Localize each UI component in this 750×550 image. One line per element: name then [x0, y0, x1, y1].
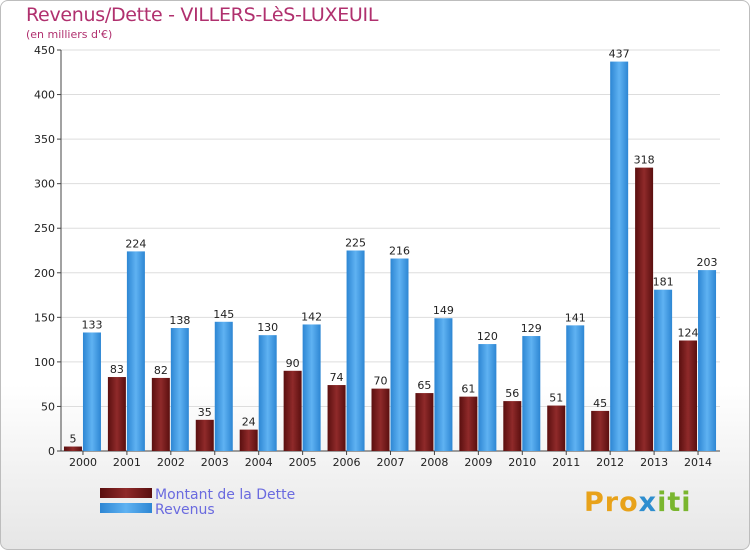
debt-bar — [371, 388, 390, 451]
revenue-bar — [654, 289, 673, 451]
value-label: 61 — [461, 383, 475, 396]
debt-bar — [195, 419, 214, 451]
x-tick-label: 2000 — [69, 456, 97, 469]
proxiti-logo: Proxiti — [584, 487, 692, 518]
x-tick-label: 2014 — [684, 456, 712, 469]
debt-bar — [63, 446, 82, 451]
y-tick-label: 50 — [41, 400, 55, 413]
debt-bar — [283, 370, 302, 451]
revenue-bar — [214, 321, 233, 451]
revenue-bar — [126, 251, 145, 451]
x-tick-label: 2001 — [113, 456, 141, 469]
x-tick-label: 2011 — [552, 456, 580, 469]
value-label: 203 — [697, 256, 718, 269]
value-label: 56 — [505, 387, 519, 400]
debt-bar-legend-swatch — [100, 488, 152, 498]
revenue-bar — [434, 318, 453, 451]
value-label: 65 — [417, 379, 431, 392]
value-label: 124 — [678, 327, 699, 340]
revenue-bar — [390, 258, 409, 451]
y-tick-label: 200 — [34, 267, 55, 280]
value-label: 82 — [154, 364, 168, 377]
y-tick-label: 100 — [34, 356, 55, 369]
x-tick-label: 2004 — [245, 456, 273, 469]
y-tick-label: 150 — [34, 311, 55, 324]
value-label: 318 — [634, 154, 655, 167]
y-tick-label: 0 — [48, 445, 55, 458]
value-label: 225 — [345, 237, 366, 250]
chart-subtitle: (en milliers d'€) — [26, 28, 113, 41]
value-label: 83 — [110, 363, 124, 376]
value-label: 142 — [301, 310, 322, 323]
value-label: 149 — [433, 304, 454, 317]
x-tick-label: 2005 — [289, 456, 317, 469]
revenue-bar-legend-swatch — [100, 503, 152, 513]
value-label: 51 — [549, 392, 563, 405]
value-label: 181 — [653, 276, 674, 289]
revenue-bar — [522, 336, 541, 451]
revenue-bar — [82, 332, 101, 451]
debt-bar — [107, 377, 126, 451]
value-label: 35 — [198, 406, 212, 419]
value-label: 45 — [593, 397, 607, 410]
legend-label: Revenus — [155, 502, 215, 518]
x-tick-label: 2008 — [420, 456, 448, 469]
x-tick-label: 2006 — [333, 456, 361, 469]
value-label: 130 — [257, 321, 278, 334]
debt-bar — [503, 401, 522, 451]
y-tick-label: 250 — [34, 222, 55, 235]
x-tick-label: 2009 — [464, 456, 492, 469]
value-label: 138 — [169, 314, 190, 327]
debt-bar — [459, 396, 478, 451]
x-tick-label: 2002 — [157, 456, 185, 469]
value-label: 437 — [609, 48, 630, 61]
revenue-bar — [258, 335, 277, 451]
y-tick-label: 400 — [34, 89, 55, 102]
debt-bar — [679, 340, 698, 451]
debt-bar — [415, 393, 434, 451]
x-tick-label: 2010 — [508, 456, 536, 469]
revenue-bar — [478, 344, 497, 451]
value-label: 70 — [374, 375, 388, 388]
value-label: 24 — [242, 416, 256, 429]
revenue-bar — [302, 324, 321, 451]
revenue-bar — [698, 270, 717, 451]
value-label: 120 — [477, 330, 498, 343]
value-label: 133 — [81, 318, 102, 331]
value-label: 224 — [125, 237, 146, 250]
chart-title: Revenus/Dette - VILLERS-LèS-LUXEUIL — [26, 4, 379, 26]
value-label: 5 — [69, 433, 76, 446]
y-tick-label: 350 — [34, 133, 55, 146]
x-tick-label: 2003 — [201, 456, 229, 469]
debt-bar — [635, 167, 654, 452]
revenue-bar — [346, 250, 365, 451]
y-tick-label: 450 — [34, 44, 55, 57]
debt-bar — [151, 377, 170, 451]
x-tick-label: 2007 — [377, 456, 405, 469]
revenue-bar — [170, 328, 189, 451]
value-label: 216 — [389, 245, 410, 258]
x-tick-label: 2012 — [596, 456, 624, 469]
debt-bar — [547, 405, 566, 451]
legend-label: Montant de la Dette — [155, 487, 295, 503]
value-label: 145 — [213, 308, 234, 321]
value-label: 141 — [565, 311, 586, 324]
y-tick-label: 300 — [34, 178, 55, 191]
revenue-bar — [566, 325, 585, 451]
revenue-bar — [610, 61, 629, 452]
value-label: 74 — [330, 371, 344, 384]
debt-bar — [327, 385, 346, 451]
debt-bar — [239, 429, 258, 451]
value-label: 90 — [286, 357, 300, 370]
debt-bar — [591, 410, 610, 451]
x-tick-label: 2013 — [640, 456, 668, 469]
value-label: 129 — [521, 322, 542, 335]
